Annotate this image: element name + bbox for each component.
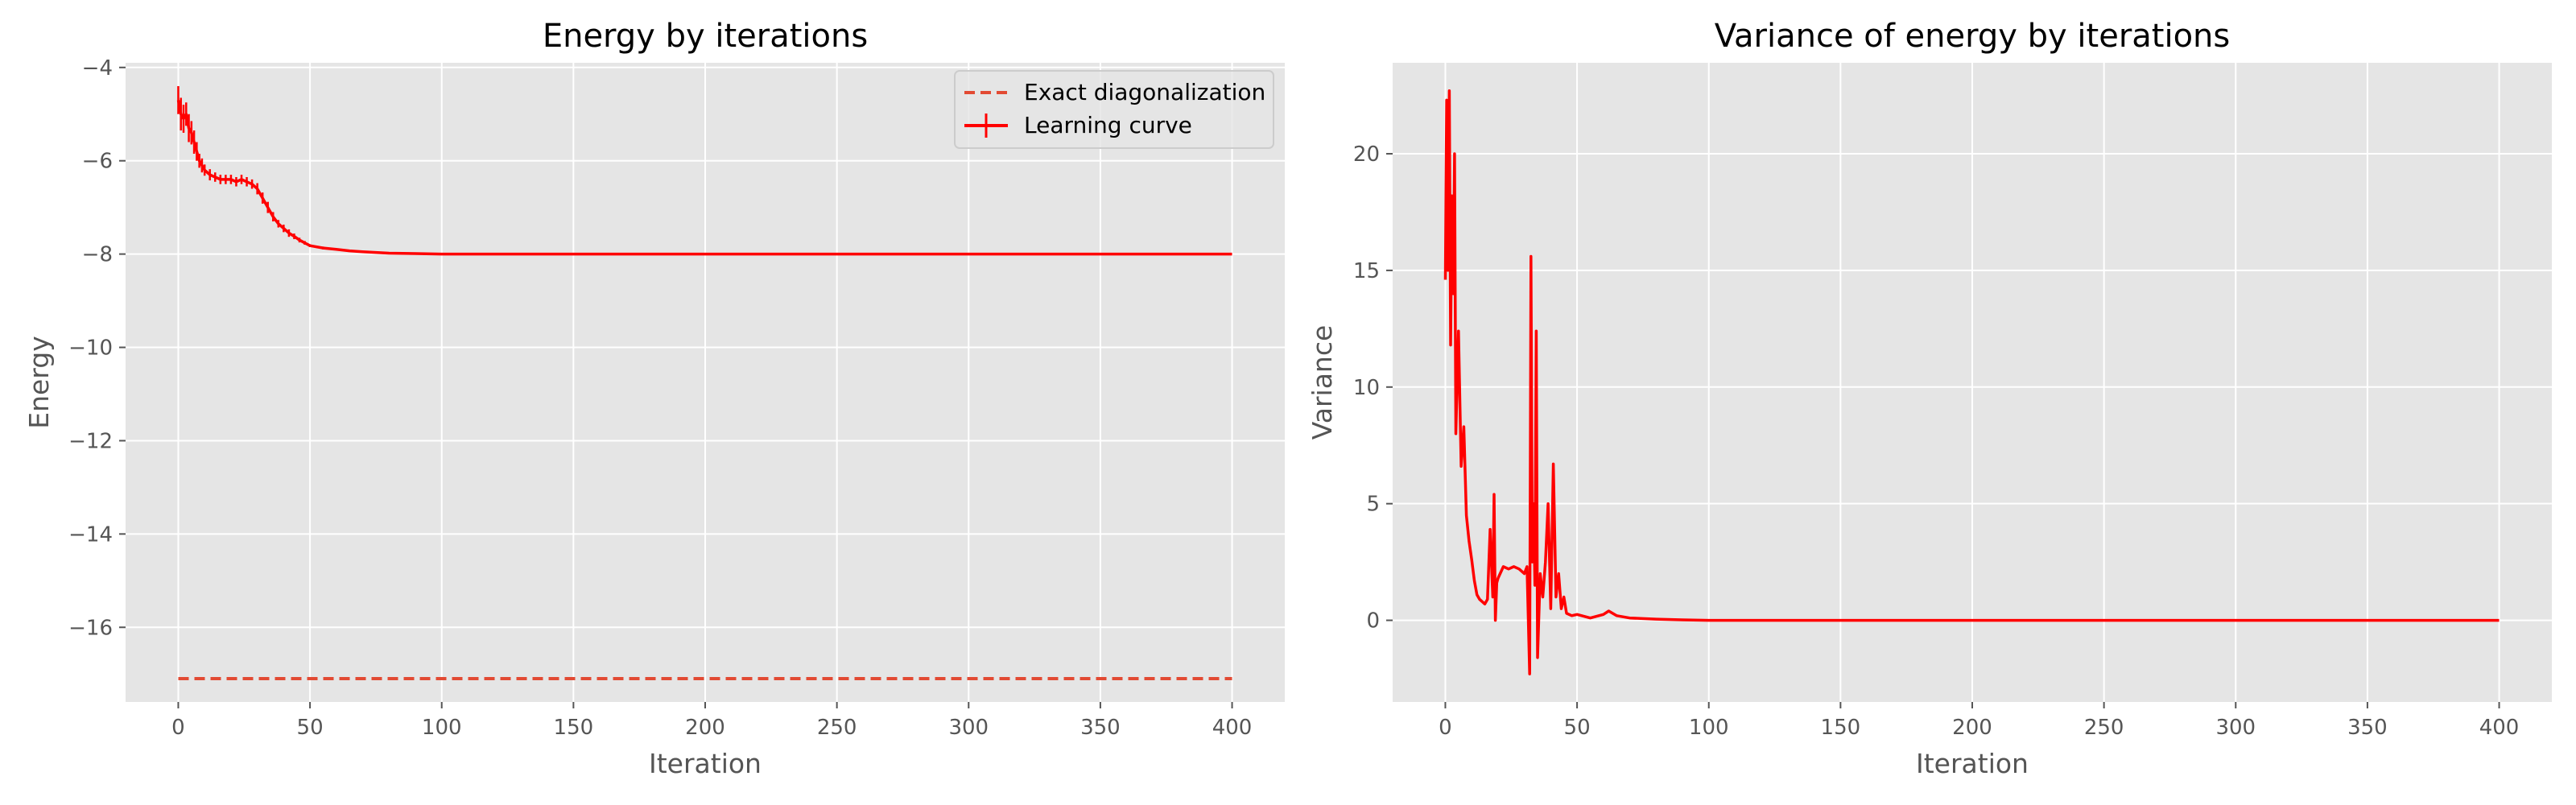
x-tick-label: 400	[2479, 716, 2520, 740]
legend-curve-label: Learning curve	[1024, 112, 1192, 138]
x-tick-label: 300	[2215, 716, 2256, 740]
x-tick-label: 150	[554, 716, 594, 740]
energy-chart-title: Energy by iterations	[543, 18, 868, 55]
y-tick-label: −4	[82, 56, 113, 80]
variance-series	[1443, 89, 2500, 675]
y-tick-label: −14	[68, 522, 113, 547]
energy-x-axis-label: Iteration	[649, 748, 762, 779]
energy-series	[176, 85, 1232, 680]
y-tick-label: 5	[1366, 493, 1380, 517]
x-tick-label: 400	[1212, 716, 1253, 740]
x-tick-label: 200	[1952, 716, 1992, 740]
x-tick-label: 250	[817, 716, 857, 740]
y-tick-label: −6	[82, 150, 113, 174]
x-tick-label: 100	[1689, 716, 1729, 740]
energy-legend: Exact diagonalization Learning curve	[954, 70, 1274, 149]
x-tick-label: 350	[1080, 716, 1121, 740]
x-tick-label: 100	[422, 716, 462, 740]
x-tick-label: 250	[2084, 716, 2124, 740]
energy-ticks: 0 50 100 150 200 250 300 350 400 −16 −14 −12 −10 −8 −6…	[68, 56, 1252, 740]
x-tick-label: 50	[297, 716, 324, 740]
y-tick-label: −12	[68, 429, 113, 453]
variance-line	[1443, 89, 2500, 675]
y-tick-label: −16	[68, 616, 113, 640]
variance-chart-panel: 0 50 100 150 200 250 300 350 400 0 5 10 15 20 Varianc…	[1307, 18, 2552, 779]
y-tick-label: 15	[1353, 259, 1380, 283]
y-tick-label: −10	[68, 336, 113, 361]
y-tick-label: 0	[1366, 609, 1380, 634]
legend-exact-label: Exact diagonalization	[1024, 79, 1265, 105]
energy-y-axis-label: Energy	[23, 336, 55, 429]
x-tick-label: 50	[1564, 716, 1591, 740]
variance-chart-title: Variance of energy by iterations	[1715, 18, 2230, 55]
x-tick-label: 200	[685, 716, 725, 740]
y-tick-label: 10	[1353, 376, 1380, 400]
x-tick-label: 150	[1821, 716, 1861, 740]
variance-ticks: 0 50 100 150 200 250 300 350 400 0 5 10 15 20	[1353, 142, 2519, 740]
x-tick-label: 350	[2347, 716, 2388, 740]
x-tick-label: 0	[171, 716, 185, 740]
variance-x-axis-label: Iteration	[1916, 748, 2029, 779]
energy-chart-panel: 0 50 100 150 200 250 300 350 400 −16 −14 −12 −10 −8 −6…	[23, 18, 1285, 779]
x-tick-label: 0	[1439, 716, 1452, 740]
legend-box	[954, 70, 1274, 149]
y-tick-label: −8	[82, 243, 113, 267]
x-tick-label: 300	[948, 716, 989, 740]
variance-y-axis-label: Variance	[1307, 325, 1338, 440]
y-tick-label: 20	[1353, 142, 1380, 167]
